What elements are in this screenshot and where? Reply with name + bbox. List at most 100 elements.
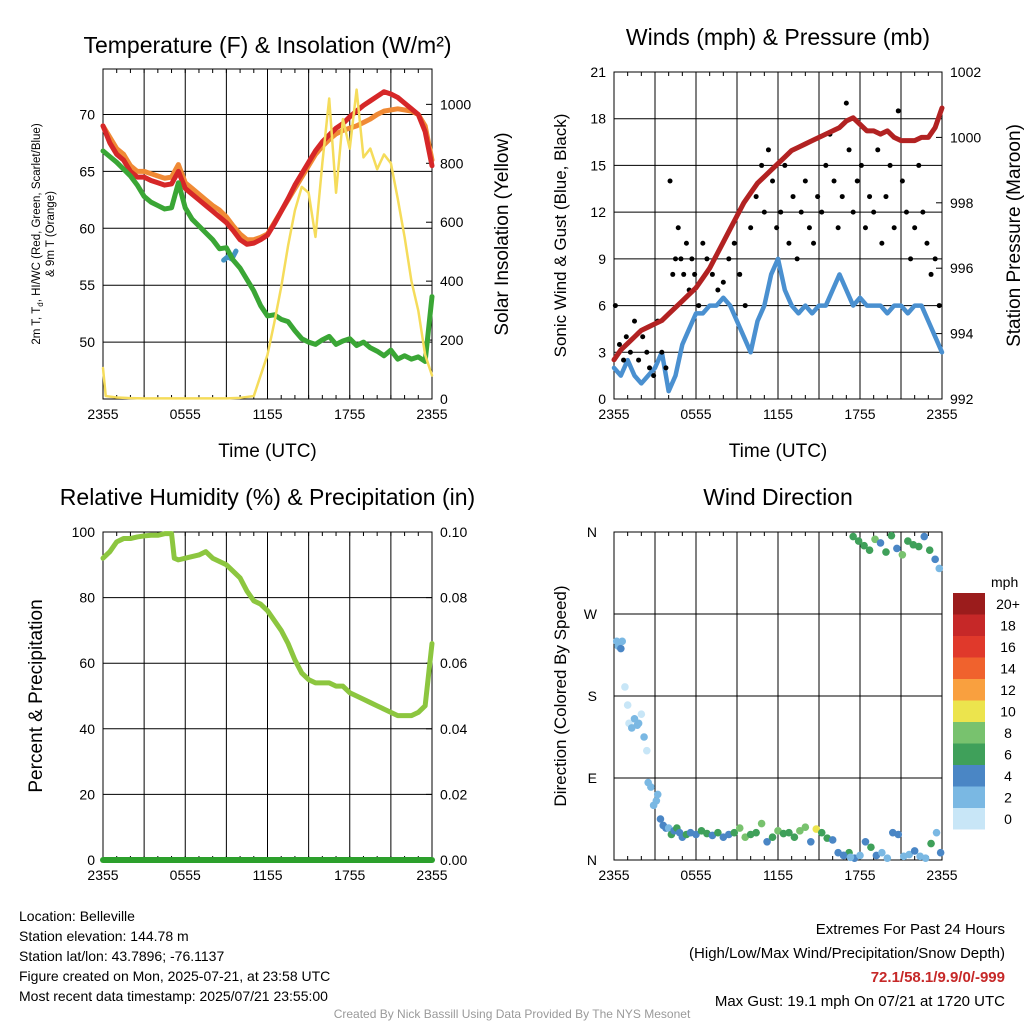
direction-point: [807, 837, 815, 846]
y2-tick-label: 0.08: [440, 590, 467, 606]
gust-point: [815, 194, 821, 200]
gust-point: [640, 334, 646, 340]
max-gust: Max Gust: 19.1 mph On 07/21 at 1720 UTC: [714, 993, 1005, 1010]
y-tick-label: 55: [79, 277, 95, 293]
gust-point: [932, 256, 938, 262]
figure-created: Figure created on Mon, 2025-07-21, at 23…: [19, 968, 331, 984]
direction-point: [647, 783, 655, 791]
gust-point: [663, 365, 669, 371]
direction-point: [637, 710, 646, 719]
y-tick-label: 15: [590, 157, 606, 173]
x-tick-label: 1755: [334, 867, 365, 883]
x-tick-label: 1755: [334, 406, 365, 422]
direction-point: [914, 542, 923, 551]
direction-point: [893, 544, 901, 553]
direction-point: [768, 833, 777, 842]
direction-point: [757, 819, 766, 828]
gust-point: [912, 225, 918, 231]
y-tick-label: N: [587, 852, 597, 868]
label-part: d: [36, 302, 45, 306]
gust-point: [636, 357, 642, 363]
y-axis-label-left-line2: & 9m T (Orange): [45, 191, 57, 277]
gust-point: [726, 256, 732, 262]
y2-tick-label: 1000: [440, 96, 471, 112]
direction-point: [643, 746, 651, 755]
gust-point: [678, 256, 684, 262]
gust-point: [875, 147, 881, 153]
direction-point: [621, 683, 629, 691]
direction-point: [735, 824, 744, 832]
direction-point: [796, 827, 804, 835]
colorbar-label: 2: [1004, 790, 1012, 806]
direction-point: [752, 828, 760, 837]
x-tick-label: 2355: [598, 406, 629, 422]
gust-point: [895, 108, 901, 114]
gust-point: [790, 194, 796, 200]
gust-point: [623, 334, 629, 340]
x-axis-label: Time (UTC): [218, 441, 317, 462]
panel-title: Temperature (F) & Insolation (W/m²): [83, 32, 451, 58]
gust-point: [765, 147, 771, 153]
colorbar-swatch: [953, 700, 985, 722]
x-tick-label: 2355: [87, 406, 118, 422]
gust-point: [670, 271, 676, 277]
gust-point: [731, 240, 737, 246]
direction-point: [812, 825, 821, 833]
y-tick-label: E: [588, 770, 597, 786]
gust-point: [683, 240, 689, 246]
y-axis-label-left: 2m T, Td, HI/WC (Red, Green, Scarlet/Blu…: [31, 123, 45, 344]
direction-point: [839, 851, 848, 860]
gust-point: [696, 303, 702, 309]
panel-1: 2355 0555 1155 1755 2355 Temperature (F) & In…: [31, 32, 513, 462]
y-axis-label-right: Solar Insolation (Yellow): [492, 132, 513, 335]
y2-tick-label: 400: [440, 273, 464, 289]
y2-tick-label: 0.10: [440, 524, 467, 540]
direction-point: [876, 539, 885, 547]
gust-point: [778, 209, 784, 215]
gust-point: [621, 357, 627, 363]
gust-point: [854, 178, 860, 184]
direction-point: [801, 823, 810, 831]
direction-point: [882, 548, 890, 556]
x-tick-label: 2355: [87, 867, 118, 883]
series-line: [611, 105, 945, 363]
y-tick-label: 60: [79, 220, 95, 236]
direction-point: [846, 853, 855, 862]
extremes-values: 72.1/58.1/9.9/0/-999: [870, 969, 1005, 986]
x-tick-label: 2355: [926, 867, 957, 883]
colorbar-swatch: [953, 808, 985, 830]
direction-point: [652, 796, 661, 805]
gust-point: [709, 271, 715, 277]
direction-point: [817, 828, 826, 837]
y-tick-label: 0: [598, 391, 606, 407]
gust-point: [612, 303, 618, 309]
y2-tick-label: 998: [950, 195, 974, 211]
gust-point: [883, 194, 889, 200]
gust-point: [761, 209, 767, 215]
gust-point: [928, 271, 934, 277]
y2-tick-label: 1000: [950, 129, 981, 145]
gust-point: [627, 349, 633, 355]
station-latlon: Station lat/lon: 43.7896; -76.1137: [19, 948, 225, 964]
direction-point: [730, 828, 739, 837]
y2-tick-label: 1002: [950, 64, 981, 80]
x-tick-label: 1155: [252, 406, 282, 422]
gust-point: [936, 303, 942, 309]
gust-point: [770, 178, 776, 184]
x-tick-label: 1155: [763, 867, 793, 883]
x-axis-label: Time (UTC): [729, 441, 828, 462]
gust-point: [843, 100, 849, 106]
colorbar-swatch: [953, 743, 985, 765]
y-axis-label-right: Station Pressure (Maroon): [1004, 124, 1024, 347]
label-part: , HI/WC (Red, Green, Scarlet/Blue): [31, 123, 43, 302]
direction-point: [763, 837, 771, 846]
colorbar-label: 8: [1004, 725, 1012, 741]
panel-2: 2355 0555 1155 1755 2355 Winds (mph) & Pressu…: [551, 24, 1024, 462]
panel-title: Relative Humidity (%) & Precipitation (i…: [60, 484, 475, 510]
direction-point: [860, 541, 868, 550]
gust-point: [899, 178, 905, 184]
gust-point: [903, 209, 909, 215]
gust-point: [742, 303, 748, 309]
gust-point: [786, 240, 792, 246]
